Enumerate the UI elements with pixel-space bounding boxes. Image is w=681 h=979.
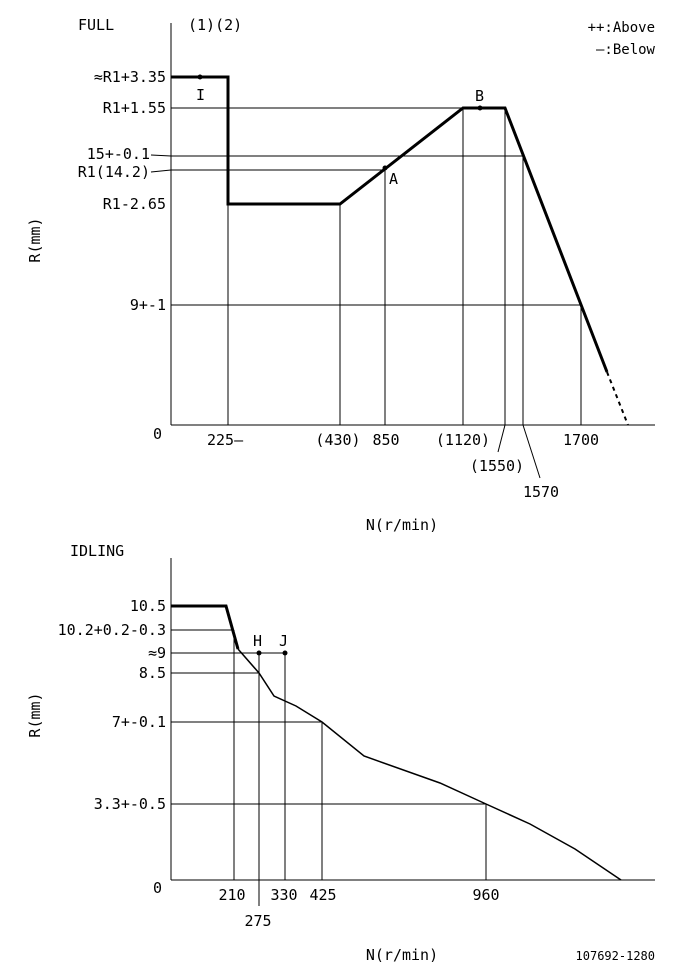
full-xtick-430: (430) [315,431,360,449]
full-series-dashed [606,371,629,426]
idling-point-h [256,650,262,656]
idling-ytick-8-5: 8.5 [139,664,166,682]
full-point-a-label: A [389,170,398,188]
full-ytick-15-leader [150,154,172,157]
full-leader-1550 [497,424,506,453]
full-leader-1570 [522,424,541,479]
idling-point-j [282,650,288,656]
idling-xtick-425: 425 [309,886,336,904]
full-chart: FULL (1)(2) ++:Above —:Below I A B [26,16,656,534]
full-xtick-1700: 1700 [563,431,599,449]
drawing-code: 107692-1280 [576,949,655,963]
full-point-i-label: I [196,86,205,104]
full-ytick-r1-plus-3-35: ≈R1+3.35 [94,68,166,86]
full-origin-label: 0 [153,425,162,443]
full-x-axis-label: N(r/min) [366,516,438,534]
idling-point-j-label: J [279,632,288,650]
full-ytick-r1: R1(14.2) [78,163,150,181]
full-ytick-r1-plus-1-55: R1+1.55 [103,99,166,117]
full-xtick-1120: (1120) [436,431,490,449]
idling-ytick-10-2: 10.2+0.2-0.3 [58,621,166,639]
legend-below: —:Below [596,42,656,58]
idling-xtick-960: 960 [472,886,499,904]
idling-x-axis-label: N(r/min) [366,946,438,964]
full-chart-subtitle: (1)(2) [188,16,242,34]
idling-ytick-9: ≈9 [148,644,166,662]
full-xtick-1570: 1570 [523,483,559,501]
idling-chart: IDLING H J 10.5 10.2+0.2-0.3 ≈9 8.5 7+-0… [26,542,655,964]
full-ytick-15: 15+-0.1 [87,145,150,163]
full-ytick-9: 9+-1 [130,296,166,314]
idling-series-top [171,604,240,650]
idling-chart-title: IDLING [70,542,124,560]
idling-origin-label: 0 [153,879,162,897]
idling-point-h-label: H [253,632,262,650]
full-ytick-r1-leader [150,169,172,173]
full-point-b-label: B [475,87,484,105]
full-point-b [477,105,483,111]
full-point-i [197,74,203,80]
full-point-a [382,165,388,171]
full-xtick-225: 225— [207,431,244,449]
full-ytick-r1-minus-2-65: R1-2.65 [103,195,166,213]
idling-xtick-275: 275 [244,912,271,930]
idling-xtick-210: 210 [218,886,245,904]
idling-xtick-330: 330 [270,886,297,904]
full-xtick-1550: (1550) [470,457,524,475]
idling-ytick-10-5: 10.5 [130,597,166,615]
full-y-axis-label: R(mm) [26,217,44,262]
idling-series-tail [237,648,622,881]
idling-ytick-3-3: 3.3+-0.5 [94,795,166,813]
full-xtick-850: 850 [372,431,399,449]
legend-above: ++:Above [588,20,655,36]
idling-y-axis-label: R(mm) [26,692,44,737]
idling-ytick-7: 7+-0.1 [112,713,166,731]
full-chart-title: FULL [78,16,114,34]
full-series-solid [171,75,609,373]
